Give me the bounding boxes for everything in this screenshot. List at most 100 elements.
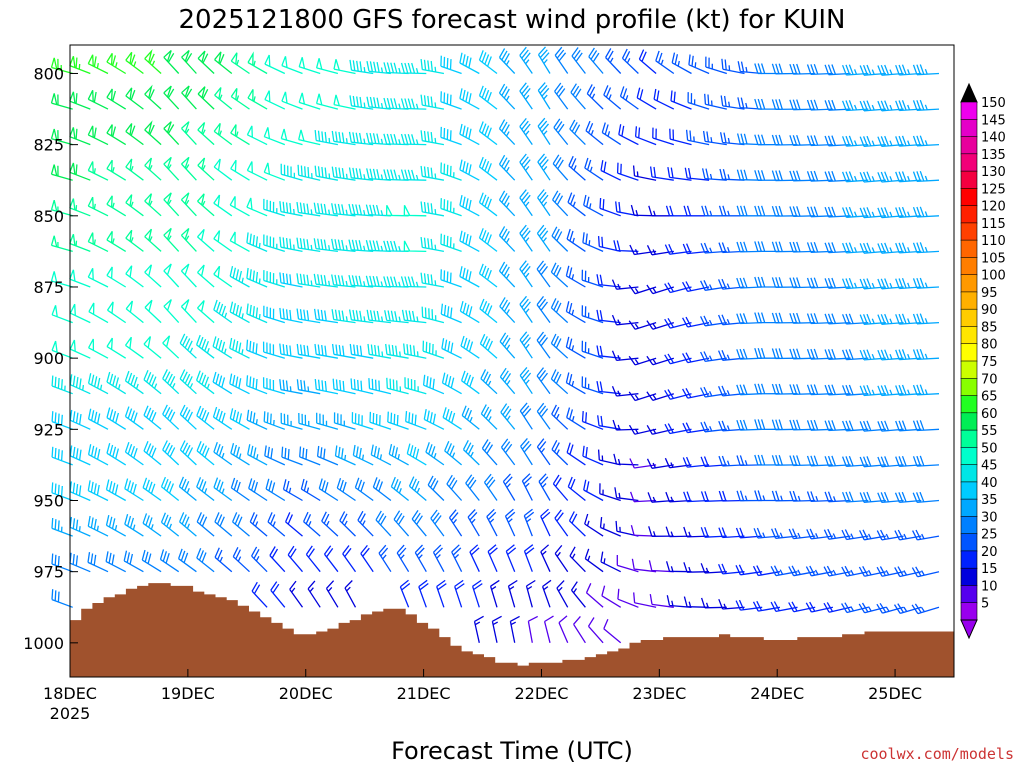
wind-barb xyxy=(771,134,798,146)
wind-barb xyxy=(912,529,940,541)
wind-barb xyxy=(440,233,462,253)
wind-barb xyxy=(788,528,816,540)
wind-barb xyxy=(616,555,639,573)
wind-barb xyxy=(287,545,303,573)
wind-barb xyxy=(69,481,91,502)
wind-barb xyxy=(387,411,409,430)
wind-barb xyxy=(540,544,551,572)
colorbar-label: 140 xyxy=(981,131,1006,146)
wind-barb xyxy=(538,473,551,501)
wind-barb xyxy=(383,62,409,75)
wind-barb xyxy=(441,338,462,359)
wind-barb xyxy=(125,123,144,146)
wind-barb xyxy=(536,331,551,359)
chart-title: 2025121800 GFS forecast wind profile (kt… xyxy=(179,5,846,35)
wind-barb xyxy=(551,226,569,252)
wind-barb xyxy=(754,205,780,217)
wind-barb xyxy=(601,122,622,146)
wind-barb xyxy=(823,602,851,613)
wind-barb xyxy=(289,580,304,608)
wind-barb xyxy=(912,313,940,325)
wind-barb xyxy=(736,277,763,289)
wind-barb xyxy=(331,238,356,253)
wind-barb xyxy=(197,300,215,324)
wind-barb xyxy=(687,92,710,110)
wind-barb xyxy=(69,269,91,288)
wind-barb xyxy=(160,512,180,537)
wind-barb xyxy=(390,476,410,502)
wind-barb xyxy=(895,313,922,325)
wind-barb xyxy=(586,84,604,110)
wind-barb xyxy=(683,596,710,608)
wind-barb xyxy=(333,412,356,430)
wind-barb xyxy=(400,133,427,146)
wind-barb xyxy=(519,260,533,288)
wind-barb xyxy=(859,207,886,219)
wind-barb xyxy=(877,313,904,325)
wind-barb xyxy=(859,456,886,468)
wind-barb xyxy=(789,170,816,182)
wind-barb xyxy=(418,579,429,608)
wind-barb xyxy=(588,47,604,74)
wind-barb xyxy=(366,60,391,75)
wind-barb xyxy=(230,52,250,75)
wind-barb xyxy=(296,308,321,324)
wind-barb xyxy=(553,118,569,146)
x-tick-label: 22DEC xyxy=(514,684,568,703)
colorbar-swatch xyxy=(960,222,978,241)
wind-barb xyxy=(566,228,586,252)
wind-barb xyxy=(806,313,833,325)
wind-barb xyxy=(666,595,692,608)
wind-barb xyxy=(647,492,674,503)
wind-barb xyxy=(365,240,391,253)
wind-barb xyxy=(570,581,586,608)
wind-barb xyxy=(628,424,657,435)
colorbar-swatch xyxy=(960,153,978,172)
wind-barb xyxy=(163,50,180,74)
wind-barb xyxy=(858,565,887,577)
wind-barb xyxy=(50,57,73,75)
wind-barb xyxy=(525,579,536,608)
wind-barb xyxy=(421,306,445,324)
wind-barb xyxy=(280,412,303,430)
wind-barb xyxy=(721,58,745,75)
wind-barb xyxy=(877,135,904,148)
y-axis: 800 825 850 875 900 925 950 975 1000 xyxy=(23,64,78,653)
x-axis-label: Forecast Time (UTC) xyxy=(391,737,633,765)
wind-barb xyxy=(459,159,480,181)
wind-barb xyxy=(248,478,268,502)
wind-barb xyxy=(246,197,268,217)
wind-barb xyxy=(370,444,392,466)
wind-barb xyxy=(789,206,816,218)
wind-barb xyxy=(213,123,233,146)
wind-barb xyxy=(519,117,533,145)
wind-barb xyxy=(229,373,250,395)
wind-barb xyxy=(459,266,480,288)
wind-barb xyxy=(859,384,886,397)
wind-barb xyxy=(50,235,73,253)
wind-barb xyxy=(789,419,816,431)
wind-barb xyxy=(771,99,798,111)
wind-barb xyxy=(300,478,321,502)
wind-barb xyxy=(440,198,462,217)
colorbar-label: 105 xyxy=(981,251,1006,266)
colorbar-label: 70 xyxy=(981,372,998,387)
wind-barb xyxy=(246,339,268,359)
wind-barb xyxy=(307,580,321,608)
wind-barb xyxy=(573,615,586,644)
wind-barb xyxy=(422,340,445,359)
colorbar-swatch xyxy=(960,101,978,120)
wind-barb xyxy=(383,276,409,288)
wind-barb xyxy=(895,242,922,254)
wind-barb xyxy=(771,348,798,360)
wind-barb xyxy=(652,127,674,146)
wind-barb xyxy=(527,615,538,643)
wind-barb xyxy=(581,376,604,395)
wind-barb xyxy=(649,166,674,181)
wind-barb xyxy=(331,203,356,217)
wind-barb xyxy=(519,366,533,395)
wind-barb xyxy=(396,544,410,573)
wind-barb xyxy=(614,487,639,502)
wind-barb xyxy=(664,423,692,435)
wind-barb xyxy=(213,194,233,217)
